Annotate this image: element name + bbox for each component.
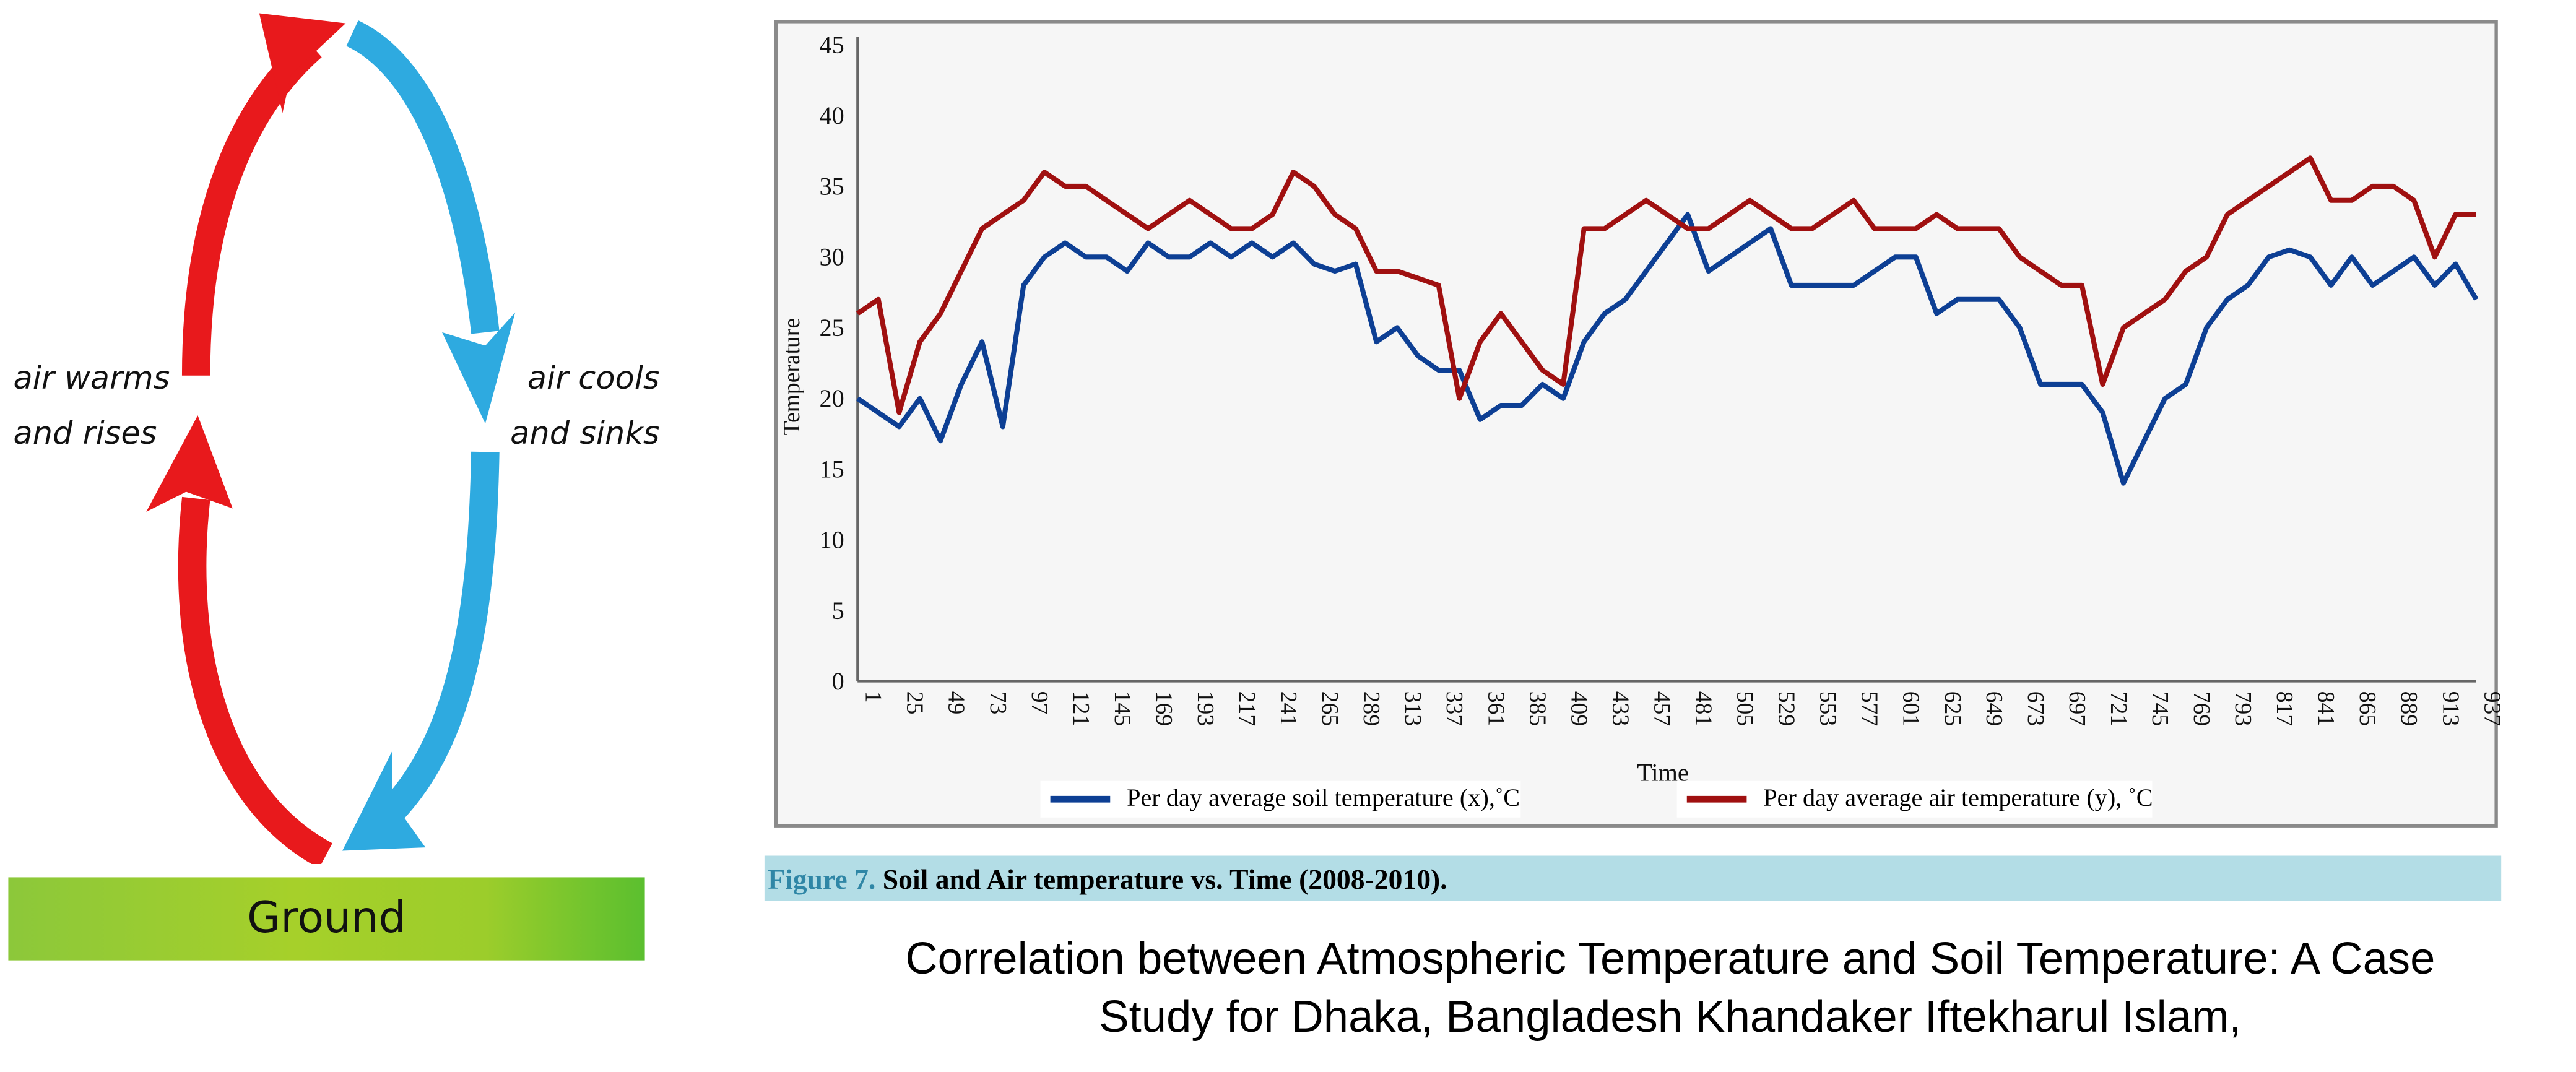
y-tick-label: 45	[819, 31, 844, 59]
x-tick-label: 529	[1774, 691, 1799, 726]
x-tick-label: 337	[1441, 691, 1467, 726]
right-label-line-1: air cools	[527, 360, 660, 397]
right-label-line-2: and sinks	[510, 415, 660, 452]
x-tick-label: 241	[1275, 691, 1301, 726]
x-tick-label: 865	[2354, 691, 2380, 726]
x-tick-label: 73	[985, 691, 1010, 715]
legend-swatch-soil	[1050, 795, 1111, 803]
x-tick-label: 313	[1400, 691, 1425, 726]
warm-air-upper-arrowhead	[259, 13, 346, 113]
legend-label-air: Per day average air temperature (y), ˚C	[1763, 785, 2153, 812]
x-tick-label: 145	[1109, 691, 1135, 726]
ground-bar: Ground	[8, 877, 645, 961]
x-tick-label: 385	[1524, 691, 1550, 726]
x-tick-label: 217	[1234, 691, 1259, 726]
right-label: air cools and sinks	[510, 352, 659, 462]
x-tick-label: 409	[1566, 691, 1591, 726]
y-tick-label: 30	[819, 243, 844, 271]
x-tick-label: 481	[1690, 691, 1715, 726]
cool-air-lower-arrowhead	[342, 751, 426, 851]
y-tick-label: 15	[819, 455, 844, 483]
left-label: air warms and rises	[13, 352, 170, 462]
warm-air-lower-arrow-shaft	[178, 496, 333, 864]
convection-diagram	[146, 13, 516, 864]
legend-item-air: Per day average air temperature (y), ˚C	[1676, 780, 2153, 818]
y-tick-label: 20	[819, 384, 844, 412]
series-line-soil	[856, 212, 2479, 486]
x-tick-label: 1	[861, 691, 886, 703]
x-tick-label: 841	[2313, 691, 2338, 726]
x-tick-label: 193	[1192, 691, 1218, 726]
citation-line-2: Study for Dhaka, Bangladesh Khandaker If…	[1099, 992, 2242, 1042]
x-tick-label: 817	[2271, 691, 2297, 726]
x-tick-label: 169	[1151, 691, 1176, 726]
warm-air-lower-arrowhead	[146, 415, 233, 512]
x-tick-label: 937	[2479, 691, 2504, 726]
plot-area	[857, 32, 2487, 681]
y-tick-label: 35	[819, 172, 844, 200]
figure-caption: Figure 7. Soil and Air temperature vs. T…	[764, 855, 2502, 901]
x-tick-label: 745	[2147, 691, 2172, 726]
y-tick-label: 40	[819, 102, 844, 129]
ground-label: Ground	[247, 894, 406, 944]
x-tick-label: 553	[1815, 691, 1841, 726]
legend-swatch-air	[1686, 795, 1747, 803]
x-tick-label: 913	[2437, 691, 2463, 726]
cool-air-upper-arrow-shaft	[345, 20, 500, 334]
legend-label-soil: Per day average soil temperature (x),˚C	[1127, 785, 1520, 812]
cool-air-lower-arrow-shaft	[375, 451, 500, 828]
x-tick-label: 577	[1857, 691, 1882, 726]
figure-label: Figure 7.	[768, 863, 876, 896]
line-chart: 0 5 10 15 20 25 30 35 40 45 1 25 49 73 97 121 145 169 193 2…	[819, 31, 2504, 726]
y-axis-label: Temperature	[781, 318, 806, 436]
x-tick-label: 769	[2188, 691, 2214, 726]
citation-line-1: Correlation between Atmospheric Temperat…	[905, 933, 2435, 984]
x-tick-label: 625	[1940, 691, 1965, 726]
legend-item-soil: Per day average soil temperature (x),˚C	[1040, 780, 1520, 818]
x-tick-label: 673	[2023, 691, 2048, 726]
x-tick-label: 457	[1649, 691, 1674, 726]
x-tick-label: 697	[2064, 691, 2089, 726]
x-tick-label: 361	[1483, 691, 1508, 726]
y-tick-label: 25	[819, 314, 844, 342]
x-tick-label: 793	[2230, 691, 2255, 726]
x-tick-label: 649	[1981, 691, 2006, 726]
x-tick-label: 433	[1607, 691, 1633, 726]
x-tick-label: 97	[1026, 691, 1052, 715]
x-tick-label: 121	[1068, 691, 1093, 726]
citation-text: Correlation between Atmospheric Temperat…	[765, 930, 2576, 1047]
x-tick-label: 889	[2396, 691, 2421, 726]
cool-air-upper-arrowhead	[442, 312, 516, 424]
left-label-line-1: air warms	[13, 360, 170, 397]
series-line-air	[856, 155, 2476, 415]
y-tick-label: 5	[832, 597, 844, 625]
x-tick-label: 265	[1317, 691, 1342, 726]
x-tick-label: 601	[1898, 691, 1923, 726]
x-tick-label: 721	[2105, 691, 2131, 726]
figure-caption-text: Soil and Air temperature vs. Time (2008-…	[875, 863, 1447, 896]
x-tick-label: 289	[1358, 691, 1384, 726]
y-tick-label: 0	[832, 667, 844, 695]
y-tick-label: 10	[819, 526, 844, 554]
x-tick-label: 49	[943, 691, 969, 715]
x-tick-label: 505	[1732, 691, 1758, 726]
left-label-line-2: and rises	[13, 415, 157, 452]
x-tick-label: 25	[902, 691, 927, 715]
